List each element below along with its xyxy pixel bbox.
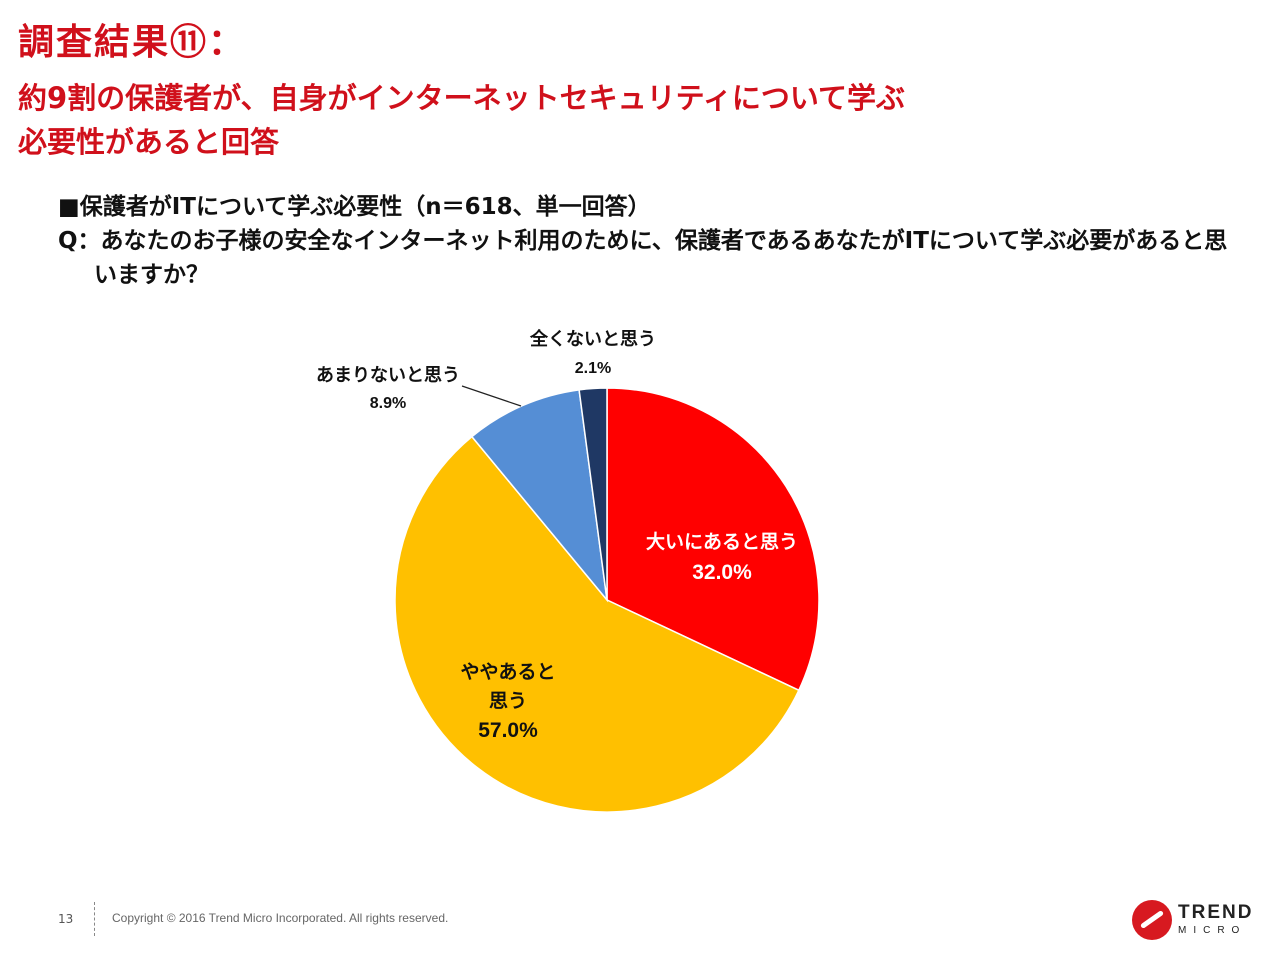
- page-subtitle: 約9割の保護者が、自身がインターネットセキュリティについて学ぶ 必要性があると回…: [18, 76, 1168, 164]
- question-text: Q：あなたのお子様の安全なインターネット利用のために、保護者であるあなたがITに…: [58, 228, 1228, 288]
- question-heading: ■保護者がITについて学ぶ必要性（n＝618、単一回答）: [58, 194, 651, 220]
- subtitle-line-1: 約9割の保護者が、自身がインターネットセキュリティについて学ぶ: [18, 81, 905, 115]
- pie-slice-1: [606, 387, 820, 692]
- slice-value-2: 57.0%: [478, 719, 538, 742]
- pie-slice-2: [394, 435, 800, 813]
- logo-text: TREND: [1178, 902, 1254, 923]
- slice-label-2: 思う: [489, 690, 527, 712]
- slice-label-4: 全くないと思う: [529, 328, 656, 350]
- logo-ball-icon: [1132, 900, 1172, 940]
- slice-label-2: ややあると: [460, 661, 555, 683]
- slice-value-3: 8.9%: [370, 395, 406, 412]
- footer: 13 Copyright © 2016 Trend Micro Incorpor…: [0, 898, 1280, 948]
- pie-slices: [394, 387, 820, 813]
- leader-line-3: [461, 385, 522, 407]
- trend-micro-logo: TREND MICRO: [1132, 898, 1272, 948]
- logo-subtext: MICRO: [1178, 925, 1247, 936]
- slice-value-1: 32.0%: [692, 561, 752, 584]
- pie-slice-3: [470, 389, 609, 603]
- subtitle-line-2: 必要性があると回答: [18, 125, 280, 159]
- page-title: 調査結果⑪：: [18, 22, 247, 63]
- page-number: 13: [58, 912, 74, 926]
- slice-label-3: あまりないと思う: [316, 365, 460, 386]
- slice-value-4: 2.1%: [575, 360, 611, 377]
- copyright-text: Copyright © 2016 Trend Micro Incorporate…: [112, 911, 449, 925]
- question-block: ■保護者がITについて学ぶ必要性（n＝618、単一回答） Q：あなたのお子様の安…: [58, 190, 1238, 292]
- footer-divider: [94, 902, 95, 936]
- slice-label-1: 大いにあると思う: [646, 530, 798, 553]
- pie-slice-4: [578, 387, 608, 601]
